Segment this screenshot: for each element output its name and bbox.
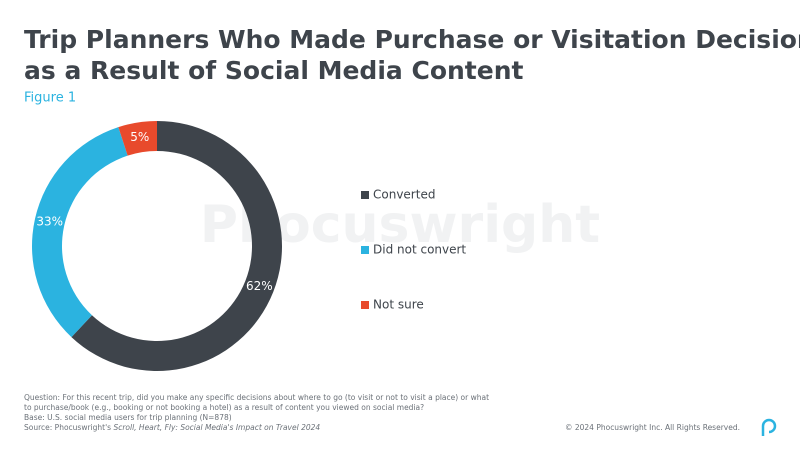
legend-swatch xyxy=(361,246,369,254)
legend-label: Did not convert xyxy=(373,243,466,257)
legend-swatch xyxy=(361,301,369,309)
copyright: © 2024 Phocuswright Inc. All Rights Rese… xyxy=(565,423,740,432)
data-label: 5% xyxy=(130,130,149,144)
data-label: 33% xyxy=(36,215,63,229)
source-title: Scroll, Heart, Fly: Social Media's Impac… xyxy=(113,423,320,432)
title-line: as a Result of Social Media Content xyxy=(24,56,524,85)
donut-slice xyxy=(31,127,128,338)
donut-slice xyxy=(118,121,157,156)
data-label: 62% xyxy=(246,279,273,293)
legend: Converted Did not convert Not sure xyxy=(361,188,466,312)
donut-slice xyxy=(71,121,282,371)
subtitle: Figure 1 xyxy=(24,91,76,106)
title-line: Trip Planners Who Made Purchase or Visit… xyxy=(24,25,800,54)
footnote: Base: U.S. social media users for trip p… xyxy=(24,413,232,422)
legend-swatch xyxy=(361,191,369,199)
donut: 62% 33% 5% xyxy=(31,121,282,371)
footnotes: Question: For this recent trip, did you … xyxy=(24,393,489,432)
legend-label: Not sure xyxy=(373,298,424,312)
logo xyxy=(761,418,777,436)
source-prefix: Source: Phocuswright's xyxy=(24,423,111,432)
footnote: Question: For this recent trip, did you … xyxy=(24,393,489,402)
legend-label: Converted xyxy=(373,188,435,202)
footnote: to purchase/book (e.g., booking or not b… xyxy=(24,403,424,412)
footnote: Source: Phocuswright's Scroll, Heart, Fl… xyxy=(24,423,320,432)
